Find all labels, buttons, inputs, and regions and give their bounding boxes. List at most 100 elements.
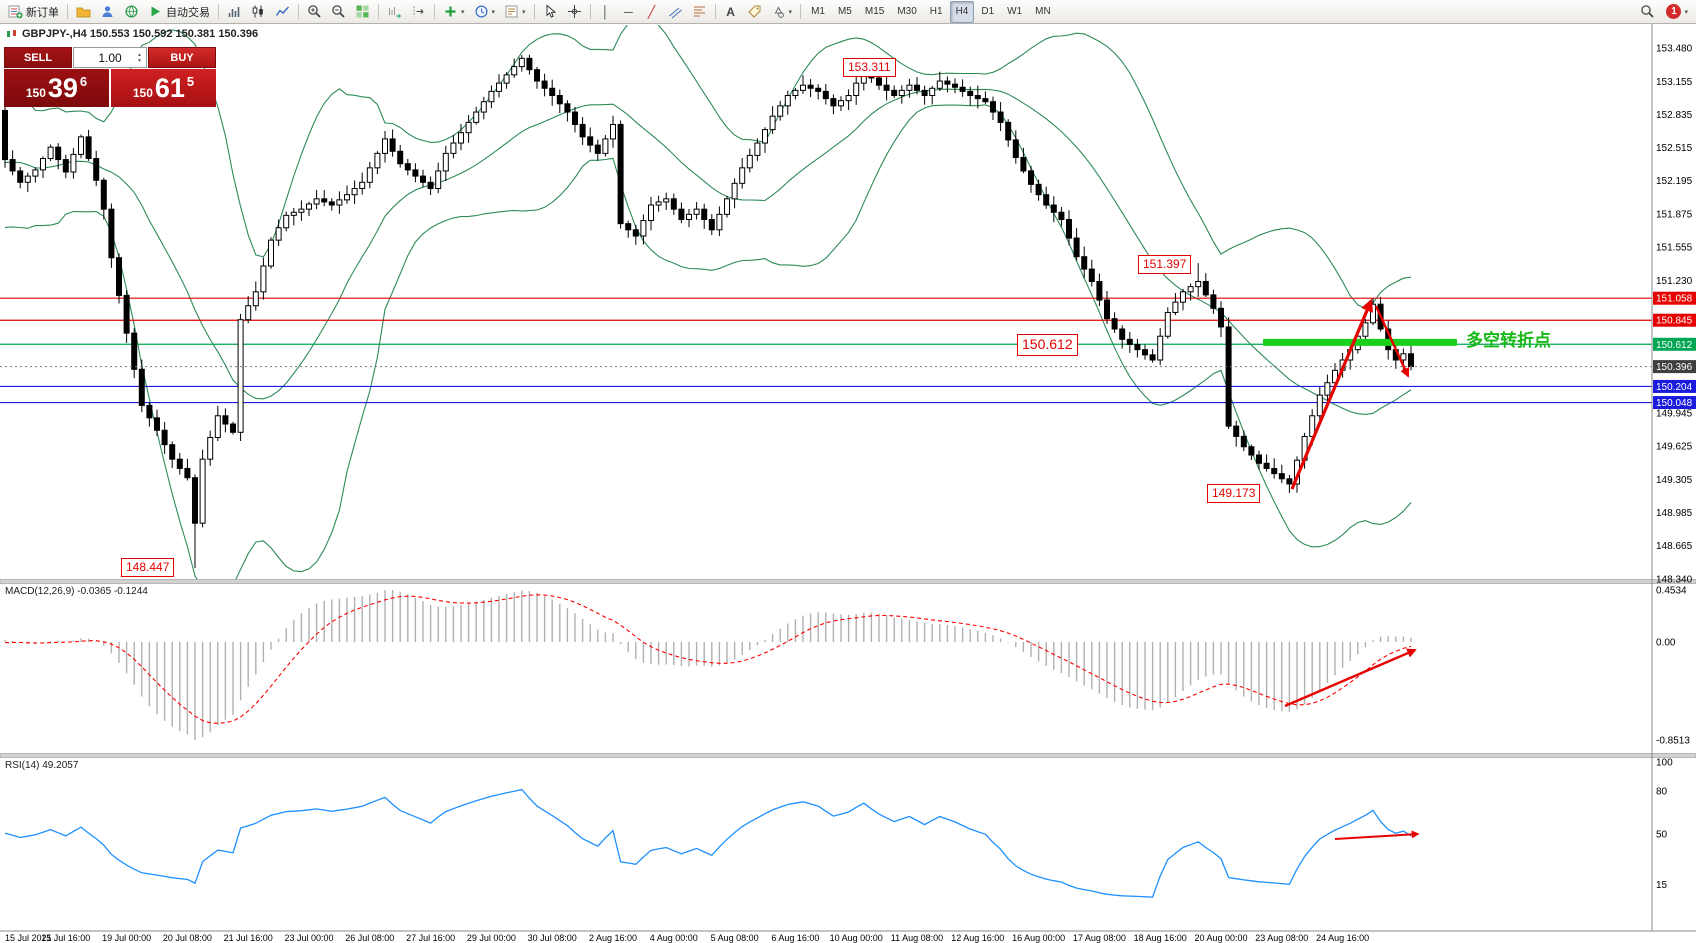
candle [929,87,936,97]
candle [1035,183,1042,196]
candle [898,89,905,97]
new-order-button[interactable]: 新订单 [4,1,63,23]
svg-text:30 Jul 08:00: 30 Jul 08:00 [528,933,577,943]
main-price-panel[interactable] [0,16,1652,597]
templates-button[interactable]: ▾ [500,1,530,23]
volume-value: 1.00 [98,50,122,65]
search-button[interactable] [1636,1,1659,23]
timeframe-d1[interactable]: D1 [981,6,995,17]
chevron-down-icon: ▾ [522,8,526,16]
timeframe-h4[interactable]: H4 [949,0,975,23]
sell-price[interactable]: 150 39 6 [4,69,109,107]
candle [1263,462,1270,469]
candle [716,213,723,231]
candle [967,90,974,97]
chevron-down-icon: ▾ [491,8,496,16]
candle [518,57,525,68]
candle [815,87,822,92]
chart-shift-button[interactable] [407,1,430,23]
periods-button[interactable]: ▾ [470,1,500,23]
price-axis[interactable]: 153.480 153.155 152.835 152.515 152.195 151.8… [1653,44,1696,891]
vertical-line-tool[interactable]: │ [595,1,617,23]
candle [1187,286,1194,293]
candle [1111,318,1118,330]
timeframe-m5[interactable]: M5 [837,6,852,17]
buy-price[interactable]: 150 61 5 [111,69,216,107]
candle [382,138,388,154]
horizontal-line-tool[interactable]: ─ [618,1,640,23]
candle [222,415,229,425]
candle [192,477,198,524]
auto-scroll-button[interactable] [383,1,406,23]
candle [693,208,700,215]
tile-windows-button[interactable] [351,1,374,23]
bar-chart-button[interactable] [223,1,246,23]
profile-button[interactable] [96,1,119,23]
sell-button[interactable]: SELL [4,47,72,68]
timeframe-m30[interactable]: M30 [897,6,917,17]
macd-panel[interactable] [4,590,1417,740]
candle [1066,218,1072,239]
svg-text:149.625: 149.625 [1656,442,1693,453]
svg-text:80: 80 [1656,786,1668,797]
volume-input[interactable]: 1.00 ▲ ▼ [73,47,147,68]
price-badge [1653,396,1696,410]
globe-icon [124,4,139,19]
crosshair-button[interactable] [563,1,586,23]
candle [564,103,571,113]
timeframe-m1[interactable]: M1 [811,6,825,17]
trade-row-controls: SELL 1.00 ▲ ▼ BUY [4,47,216,68]
candle [344,194,350,201]
cursor-button[interactable] [539,1,562,23]
timeframe-w1[interactable]: W1 [1007,6,1023,17]
text-tool[interactable]: A [720,1,742,23]
candle [313,198,320,205]
buy-price-fraction: 5 [186,74,195,89]
candle [906,84,913,91]
buy-price-big: 150 [132,86,153,100]
svg-text:150.048: 150.048 [1656,398,1693,409]
workspace-button[interactable] [72,1,95,23]
timeframe-h1[interactable]: H1 [929,6,943,17]
candle [108,208,115,259]
candle [655,201,662,206]
rsi-panel[interactable] [4,788,1420,898]
candle [55,146,62,161]
fibonacci-tool[interactable] [688,1,711,23]
candle [336,199,343,206]
alerts-button[interactable]: 1 ▾ [1662,1,1692,23]
community-button[interactable] [120,1,143,23]
candle [245,305,252,321]
shapes-tool[interactable]: ▾ [767,1,797,23]
candle [952,83,958,88]
candlestick-chart-button[interactable] [247,1,270,23]
toolbar-separator [218,4,219,19]
candle [1050,204,1057,213]
trendline-tool[interactable]: ╱ [641,1,663,23]
candle [420,175,426,183]
indicators-button[interactable]: ▾ [439,1,469,23]
timeframe-mn[interactable]: MN [1035,6,1051,17]
candle [1210,294,1217,309]
clock-icon [474,4,489,19]
panel-separators[interactable] [0,24,1696,932]
symbol-ohlc-text: GBPJPY-,H4 150.553 150.592 150.381 150.3… [22,28,259,40]
candle [883,84,890,91]
candle [990,101,996,113]
timeframe-m15[interactable]: M15 [864,6,885,17]
zoom-in-icon [307,4,322,19]
candle [959,86,966,92]
zoom-out-button[interactable] [327,1,350,23]
buy-button[interactable]: BUY [148,47,216,68]
label-tool[interactable] [743,1,766,23]
candle [70,153,77,173]
candle [480,101,487,113]
line-chart-button[interactable] [271,1,294,23]
volume-up-button[interactable]: ▲ [137,51,142,58]
volume-down-button[interactable]: ▼ [137,57,142,64]
channel-tool[interactable] [664,1,687,23]
autotrading-button[interactable]: 自动交易 [144,1,214,23]
zoom-in-button[interactable] [303,1,326,23]
